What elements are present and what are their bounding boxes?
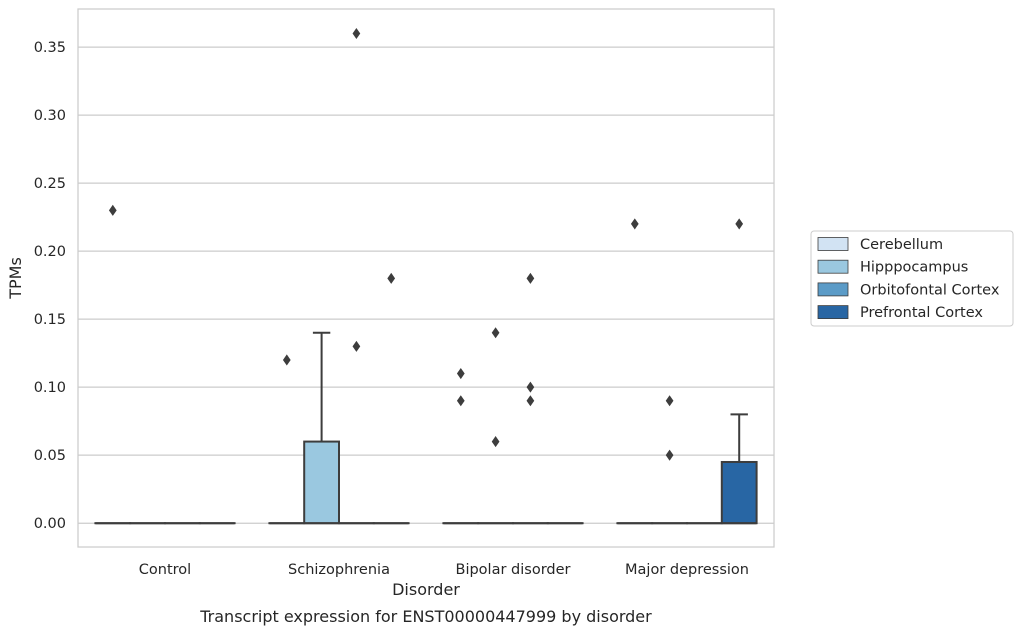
boxes: [94, 27, 758, 525]
box-cerebellum: [268, 354, 306, 525]
x-tick-labels: Control Schizophrenia Bipolar disorder Majo…: [139, 562, 749, 578]
y-tick-label: 0.35: [34, 40, 66, 56]
y-tick-label: 0.30: [34, 108, 66, 124]
outlier-point: [735, 218, 744, 230]
outlier-point: [526, 272, 535, 284]
outlier-point: [456, 368, 465, 380]
y-tick-label: 0.15: [34, 312, 66, 328]
plot-area-frame: [77, 8, 775, 548]
outlier-point: [665, 395, 674, 407]
legend-label: Hipppocampus: [860, 260, 968, 276]
box-hipppocampus: [477, 327, 515, 525]
y-tick-label: 0.00: [34, 516, 66, 532]
outlier-point: [630, 218, 639, 230]
outlier-point: [491, 436, 500, 448]
outlier-point: [665, 449, 674, 461]
box-cerebellum: [616, 218, 654, 525]
box-orbitofontal-cortex: [512, 272, 549, 525]
box-prefrontal-cortex: [720, 218, 758, 525]
box-prefrontal-cortex: [372, 272, 410, 525]
y-tick-label: 0.10: [34, 380, 66, 396]
x-axis-title: Disorder: [392, 580, 460, 599]
outlier-point: [491, 327, 500, 339]
x-tick-label: Bipolar disorder: [456, 562, 571, 578]
x-tick-label: Schizophrenia: [288, 562, 390, 578]
box-body: [303, 440, 341, 525]
box-body: [720, 460, 758, 525]
legend-frame: [810, 230, 1014, 327]
outlier-point: [108, 204, 117, 216]
box-cerebellum: [442, 368, 480, 525]
outlier-point: [526, 381, 535, 393]
box-cerebellum: [94, 204, 132, 525]
legend-label: Orbitofontal Cortex: [860, 282, 1000, 298]
outlier-point: [352, 27, 361, 40]
y-tick-label: 0.20: [34, 244, 66, 260]
x-tick-label: Control: [139, 562, 191, 578]
box-hipppocampus: [651, 395, 689, 525]
x-tick-label: Major depression: [625, 562, 749, 578]
legend-label: Prefrontal Cortex: [860, 305, 983, 321]
y-tick-labels: 0.00 0.05 0.10 0.15 0.20 0.25 0.30 0.35: [34, 40, 66, 532]
outlier-point: [387, 272, 396, 284]
legend-swatch: [817, 305, 849, 320]
y-tick-label: 0.05: [34, 448, 66, 464]
box-hipppocampus: [303, 331, 341, 525]
legend-swatch: [817, 282, 849, 297]
outlier-point: [526, 395, 535, 407]
box-orbitofontal-cortex: [338, 27, 375, 525]
legend-label: Cerebellum: [860, 237, 943, 253]
y-tick-label: 0.25: [34, 176, 66, 192]
legend-swatch: [817, 259, 849, 274]
gridlines: [78, 46, 774, 524]
y-axis-title: TPMs: [6, 257, 25, 300]
chart-caption: Transcript expression for ENST0000044799…: [199, 607, 652, 626]
legend: Cerebellum Hipppocampus Orbitofontal Corte…: [810, 230, 1014, 327]
outlier-point: [456, 395, 465, 407]
outlier-point: [282, 354, 291, 366]
outlier-point: [352, 340, 361, 352]
legend-swatch: [817, 237, 849, 251]
